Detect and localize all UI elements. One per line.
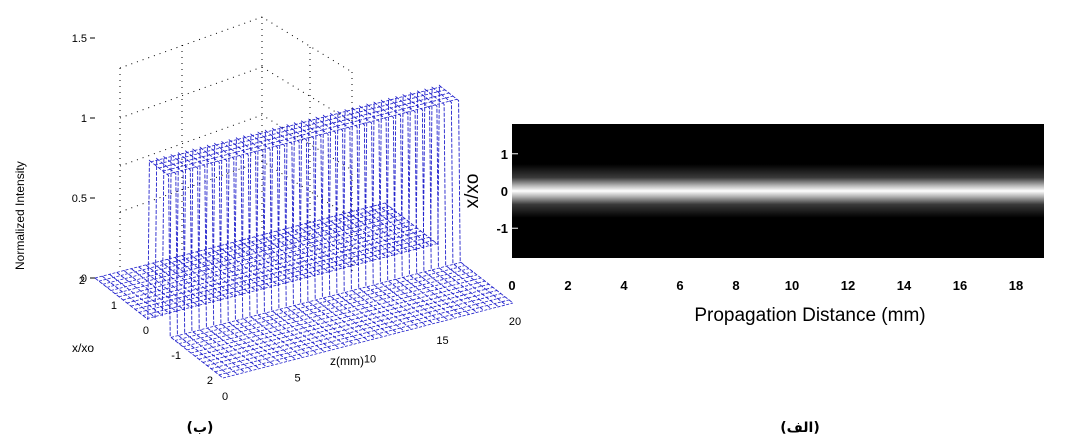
mesh-line-profile	[276, 112, 405, 332]
z-tick-label: 0.5	[72, 193, 87, 205]
mesh-line-profile	[145, 146, 275, 366]
mesh-line-profile	[181, 137, 311, 356]
floor-mesh	[94, 202, 514, 379]
xz-axis-label: z(mm)	[330, 354, 364, 368]
mesh-line-profile	[305, 105, 434, 324]
mesh-line-profile	[348, 94, 478, 313]
xxo-axis-ticks: 2 1 0 -1 2	[79, 275, 213, 387]
mesh-line-profile	[363, 90, 492, 309]
mesh-line-profile	[247, 120, 376, 339]
heatmap-chart: 0 2 4 6 8 10 12 14 16 18 10-1 Propagation Distanc…	[462, 124, 1044, 326]
mesh-line-z	[98, 205, 390, 282]
mesh-line-profile	[370, 88, 499, 308]
mesh-line-profile	[152, 144, 282, 364]
heatmap-y-tick-label: -1	[496, 221, 508, 236]
surface-grid	[119, 16, 353, 272]
mesh-line-profile	[232, 124, 362, 343]
mesh-line-profile	[160, 142, 289, 362]
plateau-mesh	[94, 84, 514, 379]
mesh-line-profile	[261, 116, 391, 336]
mesh-line-profile	[268, 114, 398, 334]
mesh-line-profile	[225, 125, 354, 345]
xxo-axis-tick-label: -1	[171, 350, 181, 362]
mesh-line-profile	[297, 107, 427, 326]
z-tick-label: 1.5	[72, 33, 87, 45]
mesh-line-profile	[218, 127, 347, 347]
beam-band	[512, 124, 1044, 258]
mesh-line-z	[102, 208, 394, 285]
mesh-line-profile	[131, 150, 260, 369]
heatmap-x-tick-label: 8	[732, 278, 739, 293]
mesh-line-profile	[116, 154, 246, 373]
heatmap-x-tick-label: 10	[785, 278, 799, 293]
heatmap-x-tick-label: 18	[1009, 278, 1023, 293]
heatmap-x-ticks: 0 2 4 6 8 10 12 14 16 18	[508, 278, 1023, 293]
heatmap-x-tick-label: 12	[841, 278, 855, 293]
mesh-line-profile	[102, 157, 231, 377]
z-axis-tick-label: 20	[509, 316, 521, 328]
mesh-line-profile	[377, 86, 507, 306]
mesh-line-profile	[174, 139, 304, 358]
mesh-line-profile	[210, 129, 340, 349]
y-axis-label: x/xo	[72, 341, 94, 355]
mesh-line-profile	[384, 84, 514, 304]
caption-right: (الف)	[780, 420, 820, 436]
heatmap-x-tick-label: 14	[897, 278, 912, 293]
mesh-line-z	[182, 271, 474, 348]
mesh-line-profile	[334, 97, 463, 317]
heatmap-x-tick-label: 0	[508, 278, 515, 293]
z-axis-ticks: 0 5 10 15 20	[222, 316, 521, 403]
z-axis-tick-label: 15	[436, 335, 448, 347]
mesh-line-profile	[189, 135, 318, 354]
heatmap-x-tick-label: 4	[620, 278, 628, 293]
mesh-line-profile	[196, 133, 325, 353]
mesh-line-profile	[341, 95, 470, 315]
mesh-line-profile	[138, 148, 267, 368]
heatmap-y-label: x/xo	[462, 174, 483, 209]
mesh-line-profile	[326, 99, 456, 319]
z-axis-label: Normalized Intensity	[13, 161, 27, 270]
heatmap-x-tick-label: 6	[676, 278, 683, 293]
mesh-line-profile	[312, 103, 441, 323]
z-axis-tick-label: 0	[222, 391, 228, 403]
heatmap-y-tick-label: 1	[501, 147, 508, 162]
caption-left: (ب)	[187, 420, 214, 436]
mesh-line-profile	[203, 131, 333, 351]
heatmap-y-ticks: 1 0 -1	[496, 147, 518, 236]
z-axis-tick-label: 5	[294, 372, 300, 384]
mesh-line-profile	[94, 159, 224, 379]
mesh-line-profile	[167, 140, 296, 360]
heatmap-y-tick-label: 0	[501, 184, 508, 199]
mesh-line-z	[174, 265, 466, 341]
mesh-line-profile	[239, 122, 369, 341]
xxo-axis-tick-label: 0	[143, 325, 149, 337]
mesh-line-profile	[355, 92, 485, 311]
mesh-line-profile	[109, 155, 238, 375]
mesh-line-z	[106, 212, 398, 288]
mesh-line-profile	[254, 118, 383, 338]
mesh-line-profile	[290, 109, 420, 328]
z-axis-tick-label: 10	[364, 354, 376, 366]
mesh-line-z	[178, 268, 470, 344]
mesh-line-profile	[319, 101, 449, 321]
heatmap-x-tick-label: 2	[564, 278, 571, 293]
mesh-line-profile	[123, 152, 253, 371]
z-ticks: 0 0.5 1 1.5	[72, 33, 95, 285]
xxo-axis-tick-label: 2	[79, 275, 85, 287]
heatmap-x-label: Propagation Distance (mm)	[694, 305, 925, 326]
mesh-line-z	[146, 243, 438, 319]
xxo-axis-tick-label: 1	[111, 300, 117, 312]
xxo-axis-tick-label: 2	[207, 375, 213, 387]
mesh-line-profile	[283, 110, 412, 330]
z-tick-label: 1	[81, 113, 87, 125]
z-tick-label: 0	[81, 273, 87, 285]
heatmap-x-tick-label: 16	[953, 278, 967, 293]
